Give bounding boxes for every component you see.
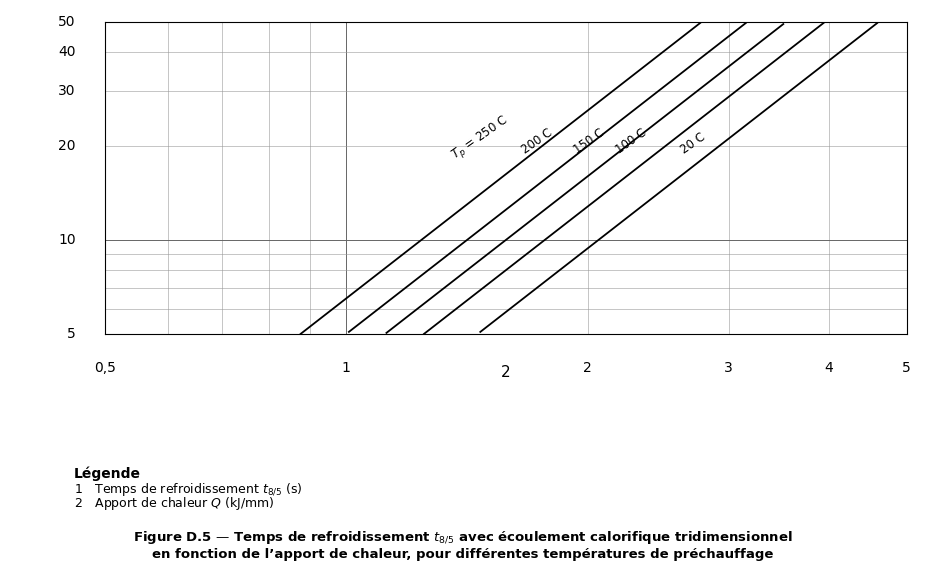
Text: 200 C: 200 C	[519, 126, 555, 157]
Text: 2: 2	[583, 361, 592, 375]
Text: 5: 5	[902, 361, 911, 375]
Text: 1 Temps de refroidissement $t_{8/5}$ (s): 1 Temps de refroidissement $t_{8/5}$ (s)	[74, 481, 303, 498]
Text: 2: 2	[501, 365, 510, 380]
Text: 3: 3	[724, 361, 733, 375]
Text: $T_p$ = 250 C: $T_p$ = 250 C	[448, 113, 512, 164]
Text: 20 C: 20 C	[678, 131, 707, 157]
Text: 150 C: 150 C	[571, 126, 607, 157]
Text: 1: 1	[342, 361, 351, 375]
Text: 0,5: 0,5	[94, 361, 116, 375]
Text: 30: 30	[58, 84, 76, 98]
Text: Figure D.5 — Temps de refroidissement $t_{8/5}$ avec écoulement calorifique trid: Figure D.5 — Temps de refroidissement $t…	[133, 529, 793, 561]
Text: 2 Apport de chaleur $Q$ (kJ/mm): 2 Apport de chaleur $Q$ (kJ/mm)	[74, 495, 275, 512]
Text: 50: 50	[58, 15, 76, 29]
Text: 20: 20	[58, 139, 76, 153]
Text: Légende: Légende	[74, 467, 141, 482]
Text: 40: 40	[58, 45, 76, 59]
Text: 4: 4	[824, 361, 833, 375]
Text: 100 C: 100 C	[613, 126, 649, 157]
Text: 10: 10	[58, 233, 76, 247]
Text: 5: 5	[67, 327, 76, 341]
